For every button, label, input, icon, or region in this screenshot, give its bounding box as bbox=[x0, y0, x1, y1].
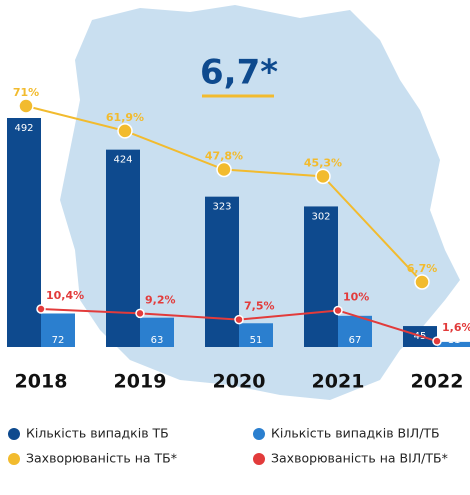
tb-rate-line-label: 47,8% bbox=[205, 150, 243, 163]
tb-rate-line-point bbox=[216, 161, 232, 178]
hiv-tb-rate-line-label: 9,2% bbox=[145, 293, 176, 306]
legend-label: Захворюваність на ВІЛ/ТБ* bbox=[271, 451, 448, 466]
hiv-tb-rate-line-label: 1,6% bbox=[442, 321, 470, 334]
map-background bbox=[60, 5, 460, 400]
bar bbox=[338, 315, 372, 347]
legend-marker bbox=[253, 453, 265, 465]
bar-label: 323 bbox=[212, 202, 231, 213]
tb-rate-line-point bbox=[18, 98, 34, 114]
legend-label: Кількість випадків ВІЛ/ТБ bbox=[271, 426, 440, 441]
x-tick-label: 2019 bbox=[114, 371, 167, 393]
bar-label: 492 bbox=[14, 123, 33, 134]
bar bbox=[140, 317, 174, 347]
bar-label: 63 bbox=[151, 335, 164, 346]
hiv-tb-rate-line-point bbox=[135, 308, 145, 319]
tb-rate-line-label: 71% bbox=[13, 86, 39, 99]
legend-label: Кількість випадків ТБ bbox=[26, 426, 169, 441]
tb-rate-line-point bbox=[315, 168, 331, 185]
hiv-tb-rate-line-label: 7,5% bbox=[244, 300, 275, 313]
bar-label: 424 bbox=[113, 155, 132, 166]
bar bbox=[205, 196, 239, 347]
annotation: 6,7* bbox=[200, 53, 278, 93]
hiv-tb-rate-line-label: 10% bbox=[343, 290, 369, 303]
tb-rate-line-point bbox=[117, 123, 133, 139]
bar bbox=[239, 323, 273, 347]
hiv-tb-rate-line-point bbox=[432, 336, 442, 346]
legend-marker bbox=[8, 428, 20, 440]
bar bbox=[304, 206, 338, 347]
legend-marker bbox=[253, 428, 265, 440]
tb-rate-line-label: 6,7% bbox=[407, 262, 438, 275]
legend-label: Захворюваність на ТБ* bbox=[26, 451, 177, 466]
legend-marker bbox=[8, 453, 20, 465]
bar-label: 302 bbox=[311, 211, 330, 222]
bar-label: 51 bbox=[250, 335, 263, 346]
bar-label: 72 bbox=[52, 335, 65, 346]
tb-rate-line-point bbox=[414, 274, 430, 290]
x-tick-label: 2021 bbox=[312, 371, 365, 393]
bar bbox=[437, 341, 470, 347]
bar-label: 67 bbox=[349, 335, 362, 346]
bar-label: 11 bbox=[448, 335, 461, 346]
bar bbox=[7, 118, 41, 347]
x-tick-label: 2020 bbox=[213, 371, 266, 393]
x-tick-label: 2022 bbox=[411, 371, 464, 393]
hiv-tb-rate-line-point bbox=[36, 304, 46, 314]
hiv-tb-rate-line-point bbox=[333, 305, 343, 316]
bar bbox=[106, 149, 140, 347]
hiv-tb-rate-line-point bbox=[234, 314, 244, 325]
hiv-tb-rate-line-label: 10,4% bbox=[46, 289, 84, 302]
bar bbox=[41, 313, 75, 347]
tb-rate-line-label: 45,3% bbox=[304, 156, 342, 169]
tb-rate-line-label: 61,9% bbox=[106, 111, 144, 124]
x-tick-label: 2018 bbox=[15, 371, 68, 393]
